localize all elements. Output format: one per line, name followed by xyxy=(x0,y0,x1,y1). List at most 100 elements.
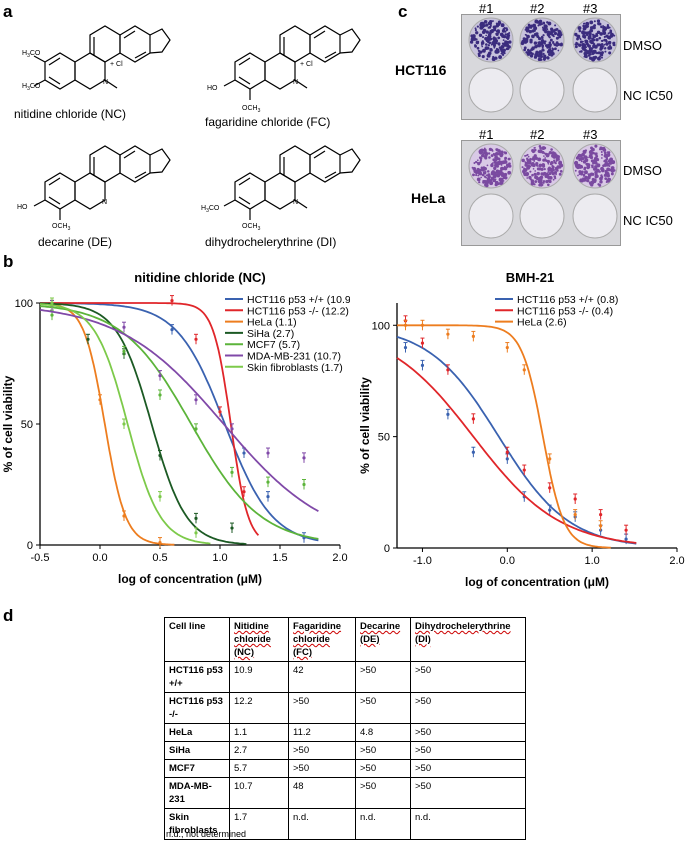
svg-text:H3CO: H3CO xyxy=(22,83,41,92)
data-point xyxy=(420,341,425,345)
row-value: >50 xyxy=(355,661,411,693)
chart1-title: nitidine chloride (NC) xyxy=(134,270,266,285)
colony xyxy=(576,37,579,41)
colony xyxy=(585,162,589,166)
colony xyxy=(484,183,488,187)
colony xyxy=(544,40,547,43)
colony xyxy=(607,32,610,35)
colony xyxy=(545,27,548,29)
colony xyxy=(525,51,528,54)
colony xyxy=(496,170,501,175)
colony xyxy=(497,149,501,153)
colony xyxy=(481,36,485,39)
colony xyxy=(605,34,609,38)
x-tick-label: -0.5 xyxy=(31,552,50,564)
colony xyxy=(579,37,581,40)
row-value: 12.2 xyxy=(229,692,289,724)
colony xyxy=(598,58,601,61)
y-axis-label: % of cell viability xyxy=(1,375,15,472)
svg-text:HO: HO xyxy=(207,85,218,92)
row-value: >50 xyxy=(288,692,356,724)
colony xyxy=(500,23,505,28)
colony xyxy=(492,43,496,47)
colony xyxy=(585,171,588,174)
legend-label: Skin fibroblasts (1.7) xyxy=(247,362,343,374)
colony xyxy=(578,173,581,176)
data-point xyxy=(446,412,450,416)
colony xyxy=(609,29,612,32)
series-curve xyxy=(40,302,247,545)
colony xyxy=(521,166,524,169)
row-cell-line: HCT116 p53 +/+ xyxy=(164,661,230,693)
svg-text:fagaridine chloride (FC): fagaridine chloride (FC) xyxy=(205,115,330,129)
colony xyxy=(498,55,503,59)
colony xyxy=(525,154,528,157)
colony xyxy=(604,50,607,53)
colony xyxy=(541,26,544,29)
colony xyxy=(529,24,534,28)
table-header-row: Cell line Nitidine chloride (NC) Fagarid… xyxy=(164,617,526,662)
colony xyxy=(523,40,527,44)
plate-well xyxy=(468,193,514,239)
colony xyxy=(558,166,562,169)
colony xyxy=(600,166,604,171)
colony xyxy=(548,41,552,44)
ic50-table: Cell line Nitidine chloride (NC) Fagarid… xyxy=(164,617,526,840)
colony xyxy=(492,36,496,39)
legend-label: HeLa (2.6) xyxy=(517,317,567,329)
colony xyxy=(543,167,546,171)
colony xyxy=(551,52,555,56)
legend-label: MCF7 (5.7) xyxy=(247,339,300,351)
colony xyxy=(507,45,511,49)
colony xyxy=(475,31,479,35)
colony xyxy=(478,156,482,159)
colony xyxy=(476,25,479,28)
x-tick-label: 0.5 xyxy=(152,552,167,564)
data-point xyxy=(194,516,198,520)
colony xyxy=(577,26,582,31)
colony xyxy=(524,33,527,36)
colony xyxy=(490,148,494,151)
data-point xyxy=(599,512,603,517)
colony xyxy=(543,58,546,61)
colony xyxy=(542,52,545,55)
colony xyxy=(524,162,528,166)
chemical-structures: H3CO H3CO N + Cl nitidine chloride (NC) … xyxy=(14,25,361,249)
colony xyxy=(543,42,546,45)
colony xyxy=(488,179,492,183)
colony xyxy=(502,39,505,42)
data-point xyxy=(522,468,526,472)
colony xyxy=(553,159,556,162)
colony xyxy=(479,151,483,155)
row-value: 1.1 xyxy=(229,723,289,742)
colony xyxy=(549,38,553,42)
colony xyxy=(487,33,490,36)
colony xyxy=(554,176,557,180)
colony xyxy=(531,52,534,56)
colony xyxy=(492,158,496,162)
colony xyxy=(611,169,615,173)
chart2-title: BMH-21 xyxy=(505,270,555,285)
colony xyxy=(521,40,524,43)
colony xyxy=(485,151,488,154)
colony xyxy=(543,158,547,162)
colony xyxy=(605,40,608,43)
colony xyxy=(507,48,510,50)
colony xyxy=(608,168,612,172)
colony xyxy=(546,153,550,157)
colony xyxy=(593,24,597,27)
colony xyxy=(531,157,536,161)
colony xyxy=(533,154,537,158)
colony xyxy=(530,181,535,186)
colony xyxy=(584,24,588,29)
colony xyxy=(584,54,588,59)
y-tick-label: 0 xyxy=(27,540,33,552)
x-tick-label: 1.5 xyxy=(272,552,287,564)
colony xyxy=(526,165,531,170)
colony xyxy=(578,158,582,161)
colony xyxy=(545,56,549,59)
series-curve xyxy=(397,324,611,549)
colony xyxy=(475,174,478,177)
legend-label: HCT116 p53 -/- (12.2) xyxy=(247,305,349,317)
data-point xyxy=(599,524,603,528)
